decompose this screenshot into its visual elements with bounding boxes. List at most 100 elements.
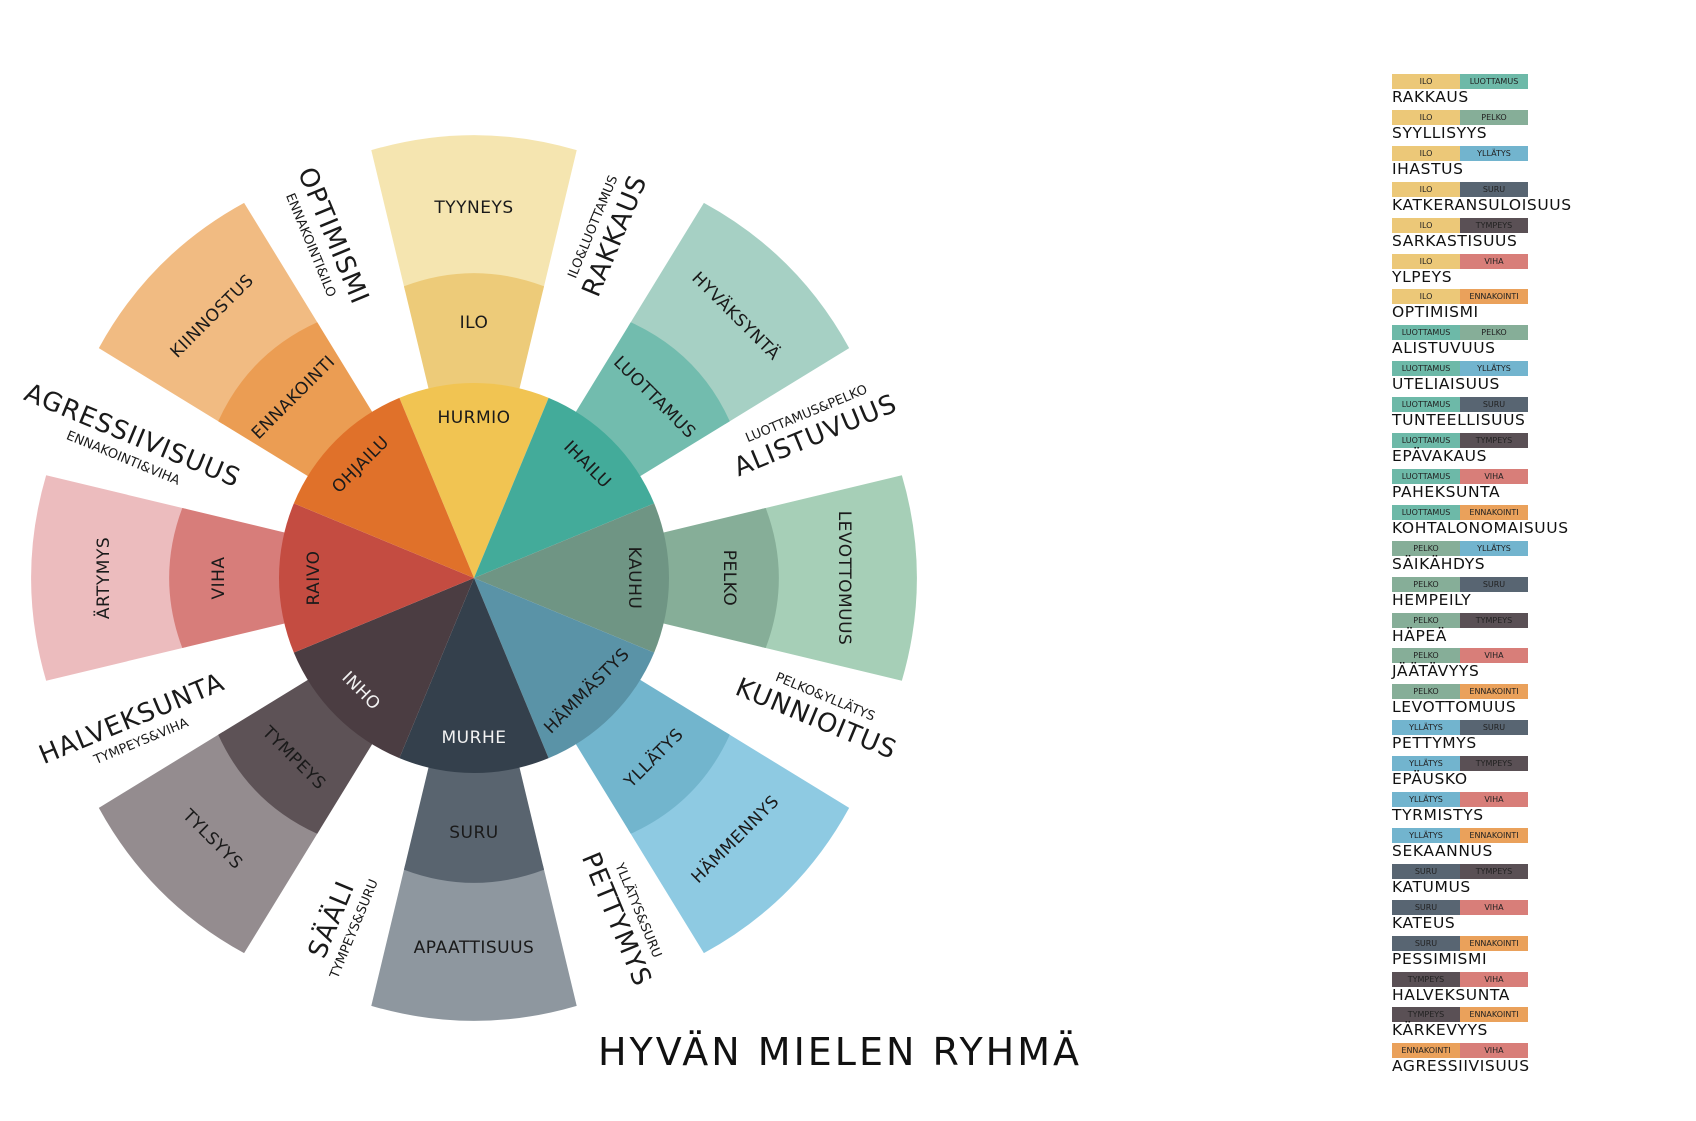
legend-item: LUOTTAMUS TYMPEYS EPÄVAKAUS [1392,433,1692,469]
legend-name: SYYLLISYYS [1392,123,1488,142]
legend-name: AGRESSIIVISUUS [1392,1057,1530,1076]
legend-tag: YLLÄTYS [1392,720,1460,736]
legend-name: EPÄUSKO [1392,770,1468,789]
legend-item: LUOTTAMUS SURU TUNTEELLISUUS [1392,397,1692,433]
legend-tag: VIHA [1460,468,1528,484]
legend-tag: LUOTTAMUS [1392,433,1460,448]
legend-item: ILO SURU KATKERANSULOISUUS [1392,181,1692,218]
legend-name: HALVEKSUNTA [1392,985,1510,1004]
legend-tag: LUOTTAMUS [1392,397,1460,413]
legend-item: LUOTTAMUS PELKO ALISTUVUUS [1392,325,1692,361]
legend-item: TYMPEYS VIHA HALVEKSUNTA [1392,971,1692,1008]
petal-middle-suru [403,738,545,883]
legend-item: PELKO SURU HEMPEILY [1392,576,1692,613]
legend-item: SURU ENNAKOINTI PESSIMISMI [1392,935,1692,972]
legend-tag: PELKO [1392,540,1460,556]
legend-item: YLLÄTYS ENNAKOINTI SEKAANNUS [1392,827,1692,864]
petal-layer [31,135,917,1021]
legend-name: ALISTUVUUS [1392,339,1496,358]
petal-outer-pelko [760,475,917,681]
legend-tag: SURU [1392,899,1460,915]
legend-item: ILO PELKO SYYLLISYYS [1392,109,1692,146]
emotion-wheel: HURMIOILOTYYNEYSIHAILULUOTTAMUSHYVÄKSYNT… [20,135,917,1021]
petal-middle-viha [169,507,314,649]
legend-tags: TYMPEYS ENNAKOINTI [1392,1007,1528,1023]
legend-tag: VIHA [1460,971,1528,987]
petal-label-artymys: ÄRTYMYS [93,537,114,619]
legend-tag: PELKO [1392,684,1460,700]
legend-item: LUOTTAMUS ENNAKOINTI KOHTALONOMAISUUS [1392,504,1692,541]
legend-tag: TYMPEYS [1460,433,1528,448]
legend-item: ILO TYMPEYS SARKASTISUUS [1392,217,1692,254]
legend-tags: ILO PELKO [1392,109,1528,125]
legend-name: SÄIKÄHDYS [1392,554,1486,573]
legend-tags: PELKO YLLÄTYS [1392,540,1528,556]
petal-inner-luottamus [474,397,655,578]
legend-name: YLPEYS [1392,267,1453,286]
petal-label-suru: SURU [449,823,499,843]
legend-tag: ENNAKOINTI [1460,1007,1528,1023]
legend-name: LEVOTTOMUUS [1392,698,1517,717]
legend-item: ILO LUOTTAMUS RAKKAUS [1392,74,1692,110]
petal-label-hurmio: HURMIO [437,408,510,428]
legend-tags: YLLÄTYS VIHA [1392,792,1528,807]
legend-tags: ILO TYMPEYS [1392,217,1528,233]
petal-inner-pelko [474,503,669,653]
petal-outer-viha [31,475,188,681]
legend-tags: TYMPEYS VIHA [1392,971,1528,987]
legend-tag: TYMPEYS [1460,756,1528,772]
legend-tag: ILO [1392,145,1460,161]
legend-tag: ENNAKOINTI [1460,504,1528,520]
legend-tag: VIHA [1460,1043,1528,1059]
legend-tag: YLLÄTYS [1392,827,1460,843]
legend-tag: LUOTTAMUS [1392,325,1460,341]
legend-tags: YLLÄTYS ENNAKOINTI [1392,827,1528,843]
legend-tag: YLLÄTYS [1460,145,1528,161]
legend-item: ENNAKOINTI VIHA AGRESSIIVISUUS [1392,1043,1692,1079]
legend-tag: YLLÄTYS [1392,756,1460,772]
legend-tag: ILO [1392,217,1460,233]
legend-tags: LUOTTAMUS YLLÄTYS [1392,361,1528,377]
petal-outer-suru [371,864,577,1021]
petal-inner-tympeys [293,578,474,759]
legend-item: LUOTTAMUS VIHA PAHEKSUNTA [1392,468,1692,505]
legend-item: ILO YLLÄTYS IHASTUS [1392,145,1692,182]
legend-tag: LUOTTAMUS [1460,74,1528,89]
legend-item: PELKO YLLÄTYS SÄIKÄHDYS [1392,540,1692,577]
petal-label-ilo: ILO [460,313,489,333]
legend-tag: PELKO [1460,325,1528,341]
legend-tag: VIHA [1460,792,1528,807]
legend-name: TYRMISTYS [1392,806,1484,824]
legend-name: KATUMUS [1392,877,1471,896]
legend-tag: VIHA [1460,899,1528,915]
legend-tag: ILO [1392,253,1460,269]
legend-name: KATKERANSULOISUUS [1392,195,1572,214]
legend-name: RAKKAUS [1392,88,1469,106]
legend-item: ILO VIHA YLPEYS [1392,253,1692,290]
legend-name: KATEUS [1392,913,1456,932]
petal-label-tyyneys: TYYNEYS [433,198,513,218]
legend-tags: ILO VIHA [1392,253,1528,269]
legend-tags: LUOTTAMUS SURU [1392,397,1528,413]
legend-name: JÄÄTÄVYYS [1392,662,1480,681]
legend-tag: LUOTTAMUS [1392,361,1460,377]
core-layer [279,383,669,774]
legend-item: PELKO VIHA JÄÄTÄVYYS [1392,648,1692,684]
legend-tag: VIHA [1460,648,1528,664]
legend-tags: SURU VIHA [1392,899,1528,915]
legend-item: SURU VIHA KATEUS [1392,899,1692,936]
legend-tag: TYMPEYS [1392,1007,1460,1023]
legend-tag: PELKO [1460,109,1528,125]
legend-name: SEKAANNUS [1392,841,1493,860]
legend-name: TUNTEELLISUUS [1392,411,1526,430]
legend-tags: ILO SURU [1392,181,1528,197]
petal-inner-ilo [399,383,549,578]
petal-label-raivo: RAIVO [304,551,324,606]
legend-name: UTELIAISUUS [1392,375,1500,394]
legend-tag: LUOTTAMUS [1392,504,1460,520]
legend-tag: TYMPEYS [1460,863,1528,879]
legend-tag: LUOTTAMUS [1392,468,1460,484]
legend-tag: ENNAKOINTI [1460,827,1528,843]
legend-item: YLLÄTYS VIHA TYRMISTYS [1392,792,1692,828]
legend-name: OPTIMISMI [1392,303,1479,322]
